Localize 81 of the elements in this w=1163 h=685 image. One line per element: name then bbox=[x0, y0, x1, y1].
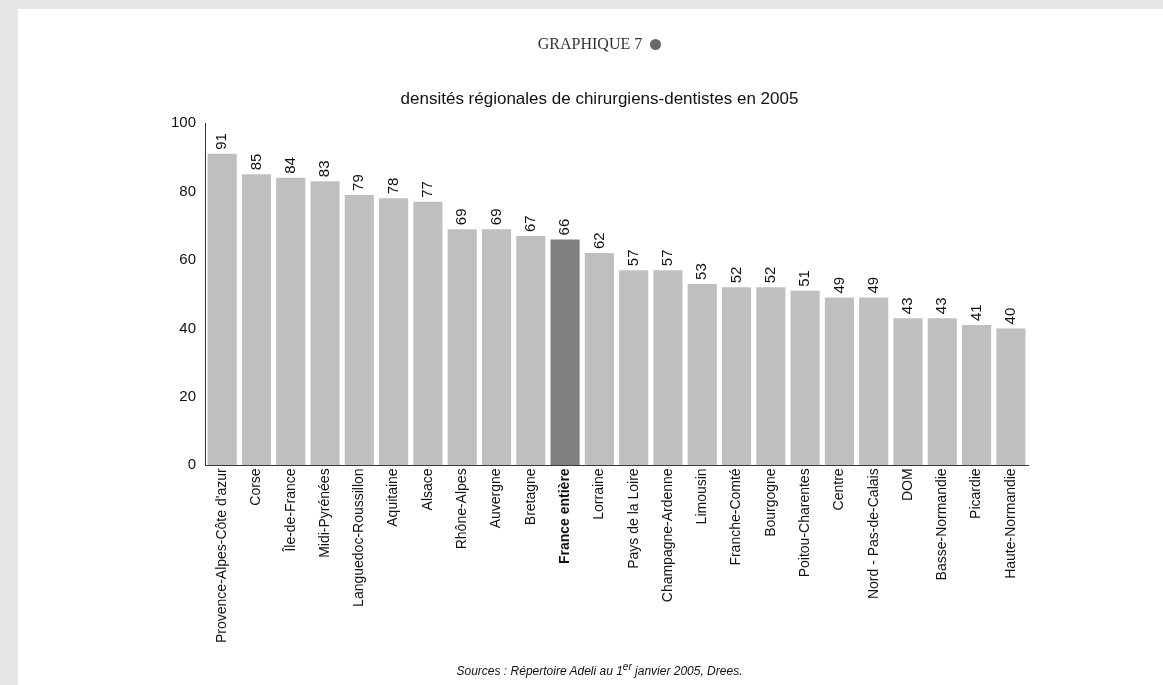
x-tick-label: Alsace bbox=[418, 468, 435, 511]
data-label: 51 bbox=[795, 270, 813, 287]
x-tick-label: Pays de la Loire bbox=[624, 468, 641, 569]
bar bbox=[344, 194, 374, 466]
x-tick-label: Franche-Comté bbox=[727, 468, 744, 566]
bar bbox=[893, 318, 923, 466]
x-tick-label: Centre bbox=[830, 468, 847, 511]
y-tick-label: 80 bbox=[179, 181, 197, 199]
chart-title: GRAPHIQUE 7 bbox=[537, 35, 643, 53]
data-label: 49 bbox=[829, 276, 847, 294]
bar bbox=[413, 201, 443, 466]
bar bbox=[379, 198, 409, 466]
data-label: 49 bbox=[863, 276, 881, 294]
x-tick-label: Haute-Normandie bbox=[1001, 468, 1018, 579]
x-tick-label: Rhône-Alpes bbox=[453, 468, 470, 550]
data-label: 43 bbox=[932, 297, 950, 315]
data-label: 69 bbox=[486, 208, 504, 226]
x-tick-label: Bretagne bbox=[521, 468, 538, 526]
x-tick-label: Aquitaine bbox=[384, 468, 401, 527]
bar bbox=[310, 181, 340, 466]
bar bbox=[721, 287, 752, 466]
data-label: 62 bbox=[589, 232, 607, 250]
x-tick-label: Provence-Alpes-Côte d'azur bbox=[213, 468, 230, 644]
data-label: 84 bbox=[280, 157, 298, 174]
x-tick-label: Bourgogne bbox=[761, 468, 778, 537]
data-label: 41 bbox=[966, 304, 984, 321]
data-label: 77 bbox=[418, 181, 436, 198]
bar bbox=[619, 270, 649, 466]
bar bbox=[927, 318, 957, 466]
bar bbox=[516, 235, 546, 466]
x-tick-label: Champagne-Ardenne bbox=[658, 468, 675, 603]
bar bbox=[756, 287, 786, 466]
x-tick-label: Limousin bbox=[693, 468, 710, 525]
data-label: 83 bbox=[315, 160, 333, 178]
x-tick-label: Basse-Normandie bbox=[933, 468, 950, 581]
bar bbox=[481, 229, 512, 466]
bar bbox=[207, 153, 237, 466]
bar bbox=[550, 239, 580, 466]
data-label: 52 bbox=[760, 266, 778, 284]
y-tick-label: 0 bbox=[187, 455, 197, 473]
data-label: 43 bbox=[898, 297, 916, 315]
bar bbox=[687, 283, 717, 466]
y-tick-label: 40 bbox=[179, 318, 197, 336]
bar bbox=[824, 297, 854, 466]
y-tick-label: 100 bbox=[171, 113, 197, 131]
bar bbox=[447, 229, 477, 466]
x-tick-label: Languedoc-Roussillon bbox=[350, 468, 367, 607]
y-tick-label: 60 bbox=[179, 250, 197, 268]
bar bbox=[961, 324, 992, 466]
data-label: 53 bbox=[692, 263, 710, 280]
source-note: Sources : Répertoire Adeli au 1$^{er}$ janvier 2005, Drees. bbox=[455, 661, 744, 678]
data-label: 78 bbox=[383, 177, 401, 195]
data-label: 79 bbox=[349, 174, 367, 191]
x-tick-label: DOM bbox=[898, 468, 915, 502]
data-label: 57 bbox=[623, 249, 641, 267]
bar bbox=[790, 290, 820, 466]
x-tick-label: Lorraine bbox=[590, 468, 607, 520]
bar bbox=[996, 328, 1026, 466]
x-tick-label: Auvergne bbox=[487, 468, 504, 529]
chart-subtitle: densités régionales de chirurgiens-dentistes en 2005 bbox=[399, 89, 800, 109]
x-tick-label: France entière bbox=[555, 468, 572, 565]
x-tick-label: Picardie bbox=[967, 468, 984, 519]
data-label: 66 bbox=[555, 218, 573, 236]
x-tick-label: Nord - Pas-de-Calais bbox=[864, 468, 881, 600]
x-tick-label: Poitou-Charentes bbox=[795, 468, 812, 578]
data-label: 57 bbox=[658, 249, 676, 267]
x-tick-label: Île-de-France bbox=[281, 468, 298, 553]
data-label: 69 bbox=[452, 208, 470, 226]
x-tick-label: Midi-Pyrénées bbox=[315, 468, 332, 558]
bar bbox=[859, 297, 889, 466]
data-label: 52 bbox=[726, 266, 744, 284]
y-tick-label: 20 bbox=[179, 387, 197, 405]
data-label: 67 bbox=[520, 215, 538, 232]
bar bbox=[241, 174, 272, 466]
bar bbox=[584, 253, 614, 466]
data-label: 40 bbox=[1001, 307, 1018, 325]
bar bbox=[653, 270, 683, 466]
data-label: 85 bbox=[246, 153, 264, 171]
bar bbox=[276, 177, 306, 466]
data-label: 91 bbox=[212, 133, 230, 150]
x-tick-label: Corse bbox=[247, 468, 264, 506]
